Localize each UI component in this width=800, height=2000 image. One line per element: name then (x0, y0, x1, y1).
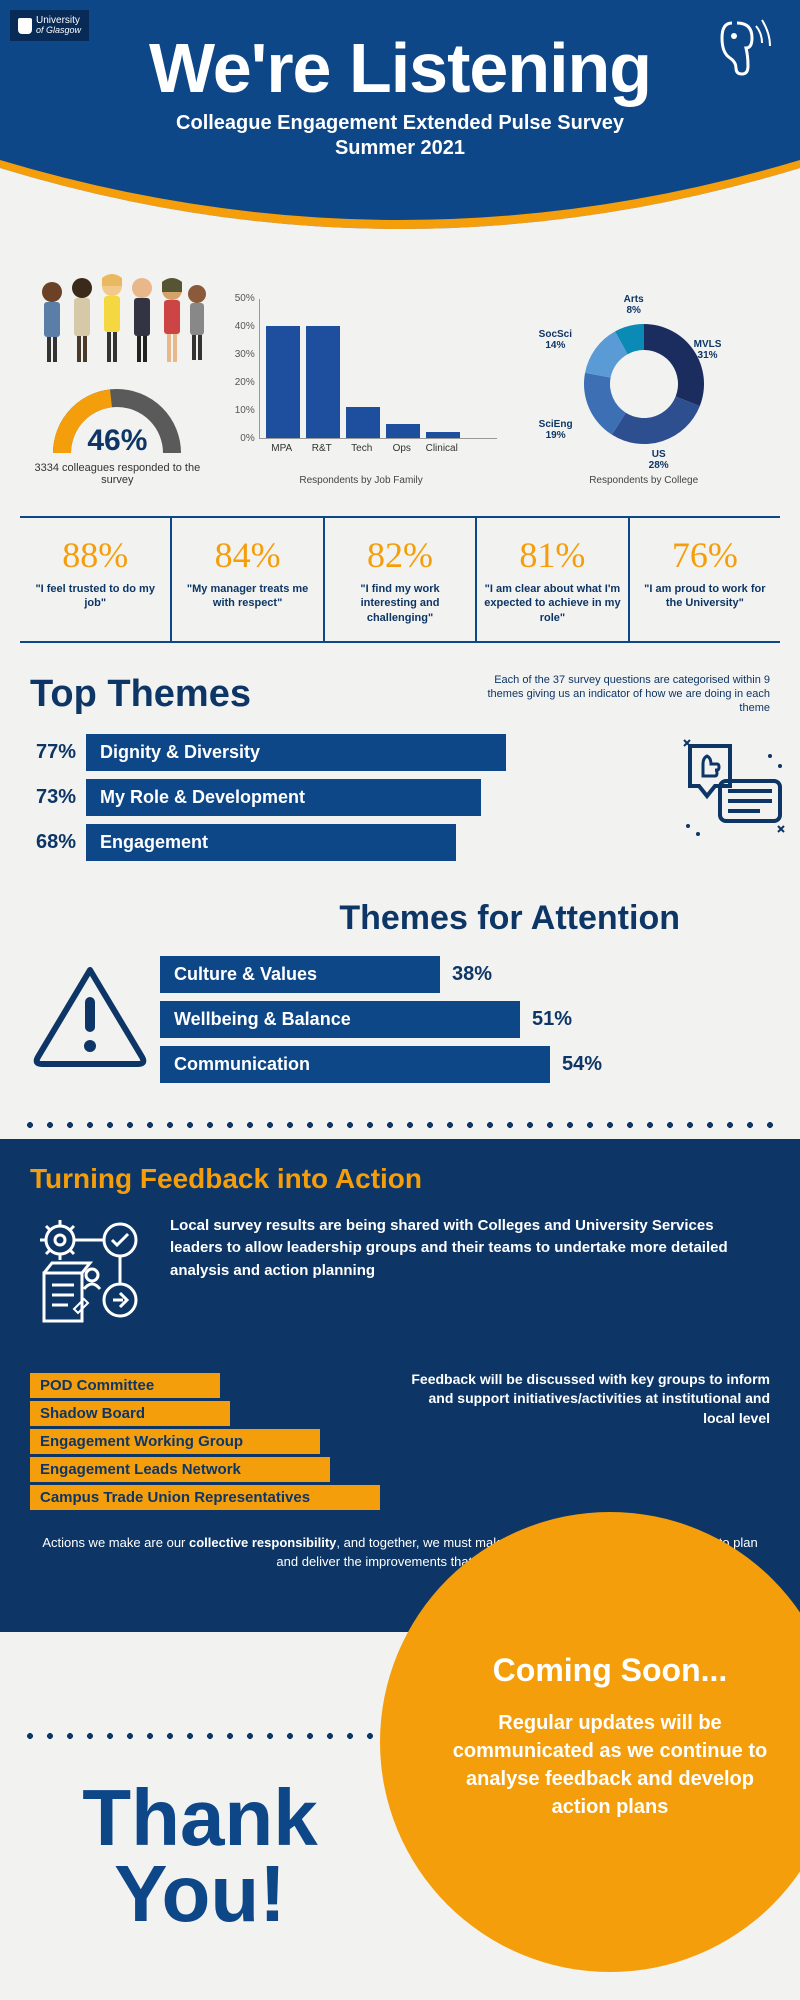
coming-soon-text: Regular updates will be communicated as … (380, 1709, 800, 1821)
stat-item: 84% "My manager treats me with respect" (172, 518, 324, 641)
university-logo: University of Glasgow (10, 10, 89, 41)
y-tick: 50% (225, 293, 255, 304)
stat-pct: 76% (636, 534, 774, 576)
thumbs-up-icon (650, 726, 770, 869)
attention-pct: 51% (520, 1008, 572, 1031)
y-tick: 40% (225, 321, 255, 332)
stat-pct: 84% (178, 534, 316, 576)
college-donut-chart: MVLS31%US28%SciEng19%SocSci14%Arts8% Res… (507, 299, 780, 486)
warning-icon (30, 962, 160, 1077)
people-icon (27, 270, 207, 370)
dotted-separator (20, 1121, 780, 1129)
y-tick: 10% (225, 405, 255, 416)
attention-bar: Culture & Values (160, 956, 440, 993)
footer-section: Coming Soon... Regular updates will be c… (0, 1632, 800, 1992)
response-gauge-col: 46% 3334 colleagues responded to the sur… (20, 270, 215, 486)
planning-icon (30, 1215, 150, 1340)
stat-text: "I find my work interesting and challeng… (331, 582, 469, 625)
attention-bars: Culture & Values38% Wellbeing & Balance51… (160, 948, 770, 1091)
dotted-separator-2 (20, 1732, 400, 1740)
theme-pct: 77% (30, 741, 86, 764)
donut-label: SocSci14% (539, 329, 572, 351)
group-item: POD Committee (30, 1373, 220, 1398)
group-item: Shadow Board (30, 1401, 230, 1426)
stat-text: "I am proud to work for the University" (636, 582, 774, 611)
theme-bar: Engagement (86, 824, 456, 861)
top-themes-title: Top Themes (30, 673, 251, 716)
attention-bar-row: Culture & Values38% (160, 956, 770, 993)
theme-pct: 73% (30, 786, 86, 809)
attention-pct: 38% (440, 963, 492, 986)
top-themes-header: Top Themes Each of the 37 survey questio… (0, 653, 800, 726)
stat-text: "My manager treats me with respect" (178, 582, 316, 611)
key-groups-list: POD Committee Shadow Board Engagement Work… (30, 1370, 380, 1513)
bar (266, 326, 300, 438)
thank-you: Thank You! (30, 1780, 370, 1932)
theme-pct: 68% (30, 831, 86, 854)
donut-label: US28% (649, 449, 669, 471)
stat-pct: 81% (483, 534, 621, 576)
stat-item: 88% "I feel trusted to do my job" (20, 518, 172, 641)
stat-pct: 82% (331, 534, 469, 576)
group-item: Engagement Working Group (30, 1429, 320, 1454)
stat-item: 76% "I am proud to work for the Universit… (630, 518, 780, 641)
stat-pct: 88% (26, 534, 164, 576)
theme-bar-row: 77%Dignity & Diversity (30, 734, 650, 771)
group-item: Engagement Leads Network (30, 1457, 330, 1482)
stat-item: 82% "I find my work interesting and chall… (325, 518, 477, 641)
group-item: Campus Trade Union Representatives (30, 1485, 380, 1510)
shield-icon (18, 18, 32, 34)
logo-line2: of Glasgow (36, 26, 81, 35)
bar-chart-caption: Respondents by Job Family (225, 475, 498, 486)
coming-soon-title: Coming Soon... (380, 1652, 800, 1689)
bar (346, 407, 380, 438)
x-label: Clinical (425, 443, 459, 454)
x-label: MPA (265, 443, 299, 454)
y-tick: 20% (225, 377, 255, 388)
attention-title: Themes for Attention (0, 899, 680, 938)
gauge-subtitle: 3334 colleagues responded to the survey (20, 462, 215, 486)
attention-bar: Wellbeing & Balance (160, 1001, 520, 1038)
donut-label: Arts8% (624, 294, 644, 316)
top-themes-note: Each of the 37 survey questions are cate… (470, 673, 770, 716)
top-themes-bars: 77%Dignity & Diversity73%My Role & Devel… (30, 726, 650, 869)
header: University of Glasgow We're Listening Co… (0, 0, 800, 230)
gauge-pct: 46% (47, 424, 187, 458)
stat-text: "I feel trusted to do my job" (26, 582, 164, 611)
donut-label: MVLS31% (694, 339, 722, 361)
action-title: Turning Feedback into Action (30, 1163, 770, 1195)
stat-item: 81% "I am clear about what I'm expected t… (477, 518, 629, 641)
action-para1: Local survey results are being shared wi… (170, 1215, 770, 1283)
y-tick: 30% (225, 349, 255, 360)
stat-text: "I am clear about what I'm expected to a… (483, 582, 621, 625)
theme-bar: My Role & Development (86, 779, 481, 816)
attention-bar-row: Wellbeing & Balance51% (160, 1001, 770, 1038)
donut-caption: Respondents by College (507, 475, 780, 486)
gauge: 46% (47, 383, 187, 458)
bar (426, 432, 460, 438)
attention-pct: 54% (550, 1053, 602, 1076)
attention-bar-row: Communication54% (160, 1046, 770, 1083)
subtitle-2: Summer 2021 (0, 137, 800, 160)
subtitle-1: Colleague Engagement Extended Pulse Surv… (0, 112, 800, 135)
donut-label: SciEng19% (539, 419, 573, 441)
stats-row: 88% "I feel trusted to do my job" 84% "My m… (20, 516, 780, 643)
bar (306, 326, 340, 438)
y-tick: 0% (225, 433, 255, 444)
x-label: R&T (305, 443, 339, 454)
theme-bar-row: 68%Engagement (30, 824, 650, 861)
groups-text: Feedback will be discussed with key grou… (400, 1370, 770, 1513)
overview-row: 46% 3334 colleagues responded to the sur… (0, 230, 800, 506)
theme-bar-row: 73%My Role & Development (30, 779, 650, 816)
ear-icon (712, 8, 772, 83)
x-label: Ops (385, 443, 419, 454)
bar (386, 424, 420, 438)
attention-bar: Communication (160, 1046, 550, 1083)
x-label: Tech (345, 443, 379, 454)
job-family-bar-chart: 0%10%20%30%40%50% MPAR&TTechOpsClinical … (225, 299, 498, 486)
theme-bar: Dignity & Diversity (86, 734, 506, 771)
page-title: We're Listening (0, 0, 800, 108)
